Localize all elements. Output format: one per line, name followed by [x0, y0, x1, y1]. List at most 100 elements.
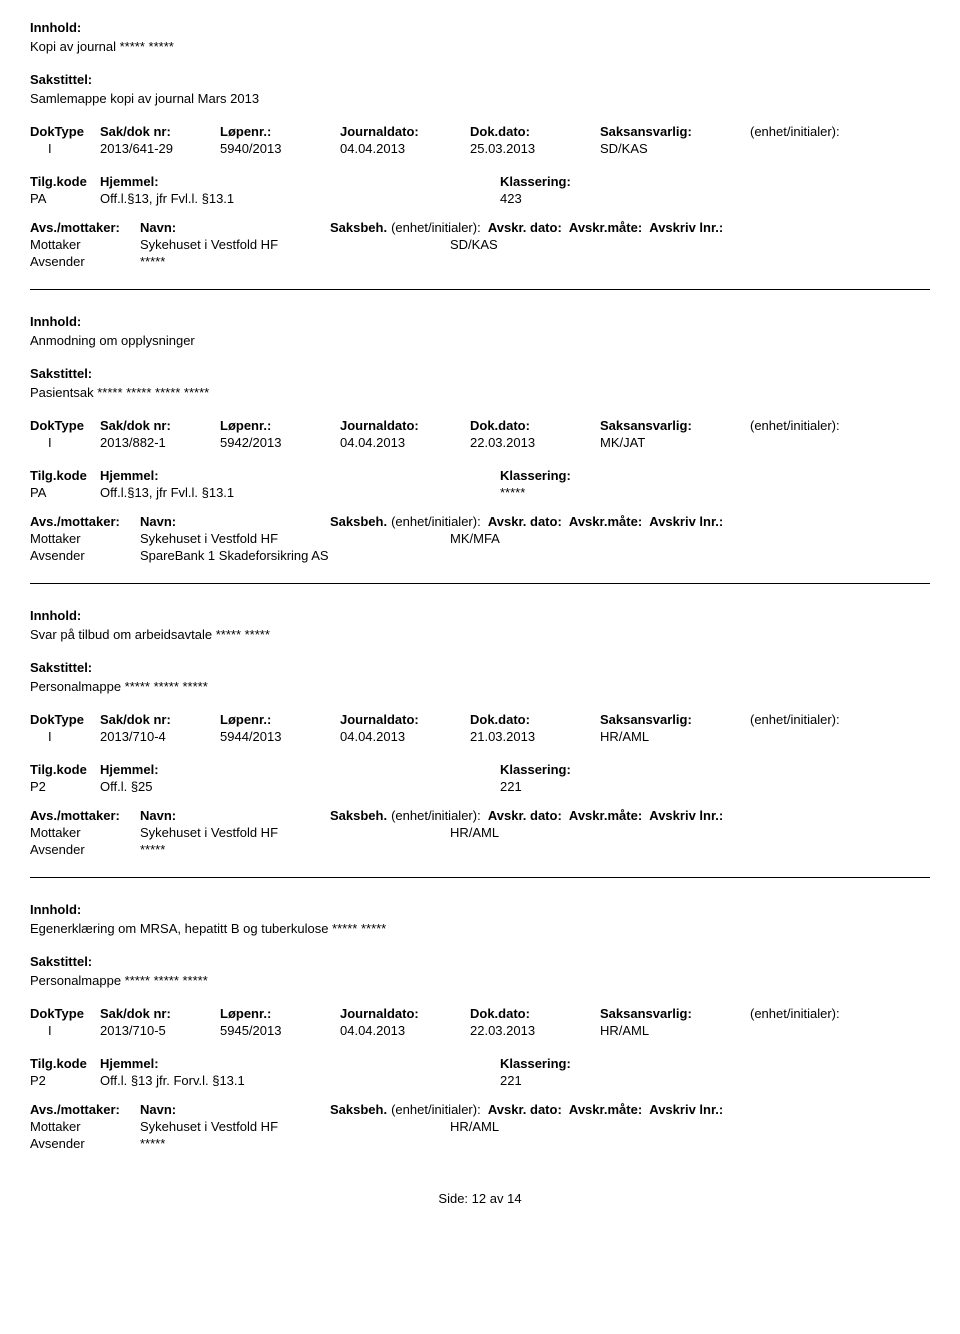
sakdok-value: 2013/882-1	[100, 435, 220, 450]
avs-label: Avs./mottaker:	[30, 808, 140, 823]
saksbeh-label: Saksbeh.	[330, 1102, 387, 1117]
avsender-label: Avsender	[30, 548, 140, 563]
hjemmel-label: Hjemmel:	[100, 174, 500, 189]
journaldato-value: 04.04.2013	[340, 1023, 470, 1038]
mottaker-navn: Sykehuset i Vestfold HF	[140, 825, 450, 840]
journal-record: Innhold: Kopi av journal ***** ***** Sak…	[30, 20, 930, 269]
dokdato-label: Dok.dato:	[470, 712, 600, 727]
saksansvarlig-label: Saksansvarlig:	[600, 418, 750, 433]
journaldato-value: 04.04.2013	[340, 435, 470, 450]
innhold-value: Egenerklæring om MRSA, hepatitt B og tub…	[30, 921, 930, 936]
sakdok-label: Sak/dok nr:	[100, 418, 220, 433]
avskriv-lnr-label: Avskriv lnr.:	[649, 1102, 723, 1117]
saksbeh-label: Saksbeh.	[330, 808, 387, 823]
hjemmel-label: Hjemmel:	[100, 468, 500, 483]
lopenr-value: 5944/2013	[220, 729, 340, 744]
avsender-label: Avsender	[30, 842, 140, 857]
tilgkode-value: P2	[30, 1073, 100, 1088]
mottaker-label: Mottaker	[30, 531, 140, 546]
saksansvarlig-value: MK/JAT	[600, 435, 750, 450]
dokdato-value: 21.03.2013	[470, 729, 600, 744]
hjemmel-label: Hjemmel:	[100, 762, 500, 777]
mottaker-row: Mottaker Sykehuset i Vestfold HF HR/AML	[30, 1119, 930, 1134]
tilg-header-row: Tilg.kode Hjemmel: Klassering:	[30, 1056, 930, 1071]
saksbeh-enhet-label: (enhet/initialer):	[391, 514, 481, 529]
hjemmel-label: Hjemmel:	[100, 1056, 500, 1071]
saksbeh-label: Saksbeh.	[330, 220, 387, 235]
tilgkode-label: Tilg.kode	[30, 468, 100, 483]
journaldato-value: 04.04.2013	[340, 141, 470, 156]
value-row: I 2013/641-29 5940/2013 04.04.2013 25.03…	[30, 141, 930, 156]
saksbeh-enhet-label: (enhet/initialer):	[391, 808, 481, 823]
lopenr-label: Løpenr.:	[220, 418, 340, 433]
mottaker-saksbeh: HR/AML	[450, 825, 499, 840]
tilg-value-row: PA Off.l.§13, jfr Fvl.l. §13.1 423	[30, 191, 930, 206]
klassering-label: Klassering:	[500, 174, 571, 189]
value-row: I 2013/882-1 5942/2013 04.04.2013 22.03.…	[30, 435, 930, 450]
avs-header-row: Avs./mottaker: Navn: Saksbeh.(enhet/init…	[30, 220, 930, 235]
tilgkode-label: Tilg.kode	[30, 174, 100, 189]
avskr-dato-label: Avskr. dato:	[488, 1102, 562, 1117]
journal-record: Innhold: Egenerklæring om MRSA, hepatitt…	[30, 902, 930, 1151]
avskriv-lnr-label: Avskriv lnr.:	[649, 220, 723, 235]
saksbeh-enhet-label: (enhet/initialer):	[391, 1102, 481, 1117]
record-separator	[30, 583, 930, 584]
saksbeh-header: Saksbeh.(enhet/initialer): Avskr. dato: …	[330, 808, 727, 823]
avskr-dato-label: Avskr. dato:	[488, 808, 562, 823]
enhet-label: (enhet/initialer):	[750, 712, 840, 727]
doktype-label: DokType	[30, 712, 100, 727]
navn-label: Navn:	[140, 808, 330, 823]
tilg-header-row: Tilg.kode Hjemmel: Klassering:	[30, 174, 930, 189]
avsender-navn: *****	[140, 842, 450, 857]
enhet-label: (enhet/initialer):	[750, 418, 840, 433]
saksbeh-header: Saksbeh.(enhet/initialer): Avskr. dato: …	[330, 514, 727, 529]
sakstittel-value: Personalmappe ***** ***** *****	[30, 973, 930, 988]
avs-header-row: Avs./mottaker: Navn: Saksbeh. (enhet/init…	[30, 808, 930, 823]
journaldato-value: 04.04.2013	[340, 729, 470, 744]
lopenr-value: 5942/2013	[220, 435, 340, 450]
value-row: I 2013/710-4 5944/2013 04.04.2013 21.03.…	[30, 729, 930, 744]
doktype-value: I	[30, 729, 100, 744]
record-separator	[30, 289, 930, 290]
lopenr-label: Løpenr.:	[220, 712, 340, 727]
avs-header-row: Avs./mottaker: Navn: Saksbeh.(enhet/init…	[30, 514, 930, 529]
klassering-value: 221	[500, 1073, 522, 1088]
journaldato-label: Journaldato:	[340, 1006, 470, 1021]
mottaker-saksbeh: MK/MFA	[450, 531, 500, 546]
mottaker-saksbeh: SD/KAS	[450, 237, 498, 252]
saksansvarlig-value: SD/KAS	[600, 141, 750, 156]
record-separator	[30, 877, 930, 878]
innhold-value: Anmodning om opplysninger	[30, 333, 930, 348]
mottaker-label: Mottaker	[30, 1119, 140, 1134]
doktype-label: DokType	[30, 124, 100, 139]
journal-record: Innhold: Svar på tilbud om arbeidsavtale…	[30, 608, 930, 857]
avskr-dato-label: Avskr. dato:	[488, 220, 562, 235]
mottaker-saksbeh: HR/AML	[450, 1119, 499, 1134]
innhold-value: Kopi av journal ***** *****	[30, 39, 930, 54]
saksbeh-header: Saksbeh.(enhet/initialer): Avskr. dato: …	[330, 220, 727, 235]
tilg-header-row: Tilg.kode Hjemmel: Klassering:	[30, 762, 930, 777]
doktype-label: DokType	[30, 418, 100, 433]
saksansvarlig-label: Saksansvarlig:	[600, 124, 750, 139]
enhet-label: (enhet/initialer):	[750, 1006, 840, 1021]
journaldato-label: Journaldato:	[340, 712, 470, 727]
dokdato-label: Dok.dato:	[470, 124, 600, 139]
sakdok-label: Sak/dok nr:	[100, 1006, 220, 1021]
avs-header-row: Avs./mottaker: Navn: Saksbeh.(enhet/init…	[30, 1102, 930, 1117]
innhold-label: Innhold:	[30, 608, 930, 623]
journal-record: Innhold: Anmodning om opplysninger Sakst…	[30, 314, 930, 563]
sakstittel-label: Sakstittel:	[30, 366, 930, 381]
tilg-value-row: P2 Off.l. §25 221	[30, 779, 930, 794]
tilgkode-label: Tilg.kode	[30, 1056, 100, 1071]
value-row: I 2013/710-5 5945/2013 04.04.2013 22.03.…	[30, 1023, 930, 1038]
avs-label: Avs./mottaker:	[30, 220, 140, 235]
innhold-label: Innhold:	[30, 20, 930, 35]
page-sep: av	[490, 1191, 504, 1206]
tilgkode-label: Tilg.kode	[30, 762, 100, 777]
dokdato-value: 22.03.2013	[470, 1023, 600, 1038]
avskr-dato-label: Avskr. dato:	[488, 514, 562, 529]
saksbeh-label: Saksbeh.	[330, 514, 387, 529]
lopenr-label: Løpenr.:	[220, 124, 340, 139]
dokdato-value: 25.03.2013	[470, 141, 600, 156]
tilg-value-row: P2 Off.l. §13 jfr. Forv.l. §13.1 221	[30, 1073, 930, 1088]
